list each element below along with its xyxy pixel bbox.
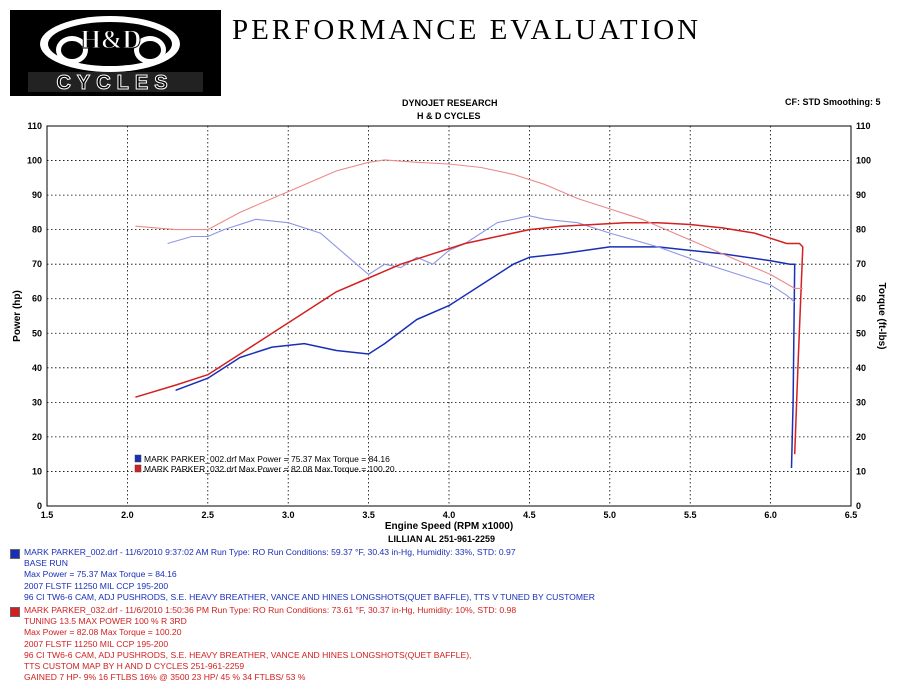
- x-axis-label: Engine Speed (RPM x1000): [385, 521, 513, 532]
- y-tick-label: 10: [32, 466, 42, 476]
- chart-subtitle: H & D CYCLES: [417, 111, 481, 121]
- run-1-line: 2007 FLSTF 11250 MIL CCP 195-200: [24, 580, 169, 591]
- y2-tick-label: 100: [856, 156, 871, 166]
- y-axis-label: Power (hp): [12, 290, 23, 342]
- cf-smoothing-readout: CF: STD Smoothing: 5: [785, 97, 881, 107]
- x-tick-label: 2.5: [202, 510, 215, 520]
- y-tick-label: 30: [32, 397, 42, 407]
- series-line-3: [135, 221, 804, 455]
- run-1-line: BASE RUN: [24, 558, 68, 569]
- legend-entry: MARK PARKER_032.drf Max Power = 82.08 Ma…: [144, 464, 395, 474]
- y-tick-label: 110: [27, 121, 42, 131]
- run-2-line: TTS CUSTOM MAP BY H AND D CYCLES 251-961…: [24, 661, 245, 672]
- x-tick-label: 5.0: [604, 510, 617, 520]
- run-2-line: Max Power = 82.08 Max Torque = 100.20: [24, 627, 182, 638]
- series-line-1: [175, 246, 796, 469]
- y-tick-label: 70: [32, 259, 42, 269]
- chart-legend: MARK PARKER_002.drf Max Power = 75.37 Ma…: [134, 454, 395, 474]
- series-line-4: [135, 159, 803, 289]
- y2-tick-label: 20: [856, 432, 866, 442]
- run-2-line: TUNING 13.5 MAX POWER 100 % R 3RD: [24, 616, 187, 627]
- run-2-swatch: [10, 607, 20, 617]
- dyno-chart: 1.5 2.0 2.5 3.0 3.5 4.0 4.5 5.0 5.5 6.0 6.50 010 102…: [12, 121, 887, 532]
- y2-tick-label: 0: [856, 501, 861, 511]
- run-2-line: 96 CI TW6-6 CAM, ADJ PUSHRODS, S.E. HEAV…: [24, 649, 472, 660]
- x-tick-label: 3.0: [282, 510, 295, 520]
- y2-tick-label: 60: [856, 294, 866, 304]
- series-line-2: [167, 215, 796, 303]
- plot-frame: [46, 125, 852, 507]
- legend-swatch: [134, 464, 142, 473]
- y-tick-label: 80: [32, 225, 42, 235]
- x-tick-label: 4.5: [523, 510, 536, 520]
- axis-ticks: 1.5 2.0 2.5 3.0 3.5 4.0 4.5 5.0 5.5 6.0 6.50 010 102…: [27, 121, 871, 520]
- location-phone: LILLIAN AL 251-961-2259: [388, 534, 496, 544]
- x-tick-label: 6.0: [764, 510, 777, 520]
- y2-tick-label: 110: [856, 121, 871, 131]
- chart-series: [135, 159, 804, 469]
- y2-tick-label: 70: [856, 259, 866, 269]
- run-2-line: GAINED 7 HP- 9% 16 FTLBS 16% @ 3500 23 H…: [24, 672, 306, 683]
- y-tick-label: 100: [27, 156, 42, 166]
- run-1-swatch: [10, 549, 20, 559]
- run-info-2: MARK PARKER_032.drf - 11/6/2010 1:50:36 …: [10, 605, 517, 683]
- chart-title: DYNOJET RESEARCH: [402, 98, 498, 108]
- x-tick-label: 4.0: [443, 510, 456, 520]
- run-2-header: MARK PARKER_032.drf - 11/6/2010 1:50:36 …: [24, 605, 517, 615]
- x-tick-label: 5.5: [684, 510, 697, 520]
- svg-text:CYCLES: CYCLES: [56, 72, 173, 94]
- run-1-header: MARK PARKER_002.drf - 11/6/2010 9:37:02 …: [24, 547, 516, 557]
- y2-tick-label: 90: [856, 190, 866, 200]
- x-tick-label: 1.5: [41, 510, 54, 520]
- svg-text:H&D: H&D: [81, 25, 142, 54]
- y2-tick-label: 50: [856, 328, 866, 338]
- y-tick-label: 0: [37, 501, 42, 511]
- y-tick-label: 50: [32, 328, 42, 338]
- x-tick-label: 6.5: [845, 510, 858, 520]
- run-1-line: 96 CI TW6-6 CAM, ADJ PUSHRODS, S.E. HEAV…: [24, 591, 595, 602]
- legend-entry: MARK PARKER_002.drf Max Power = 75.37 Ma…: [144, 454, 390, 464]
- run-2-line: 2007 FLSTF 11250 MIL CCP 195-200: [24, 638, 169, 649]
- y-tick-label: 20: [32, 432, 42, 442]
- run-info-1: MARK PARKER_002.drf - 11/6/2010 9:37:02 …: [10, 547, 595, 603]
- y-tick-label: 60: [32, 294, 42, 304]
- y-tick-label: 90: [32, 190, 42, 200]
- run-1-line: Max Power = 75.37 Max Torque = 84.16: [24, 569, 177, 580]
- y2-tick-label: 40: [856, 363, 866, 373]
- y2-tick-label: 10: [856, 466, 866, 476]
- y2-tick-label: 80: [856, 225, 866, 235]
- page-banner: PERFORMANCE EVALUATION: [232, 14, 702, 46]
- y2-axis-label: Torque (ft-lbs): [876, 282, 887, 349]
- hd-cycles-logo: H&D CYCLES: [10, 10, 221, 96]
- y-tick-label: 40: [32, 363, 42, 373]
- legend-swatch: [134, 454, 142, 463]
- chart-grid: [47, 126, 851, 506]
- x-tick-label: 2.0: [121, 510, 134, 520]
- y2-tick-label: 30: [856, 397, 866, 407]
- x-tick-label: 3.5: [362, 510, 375, 520]
